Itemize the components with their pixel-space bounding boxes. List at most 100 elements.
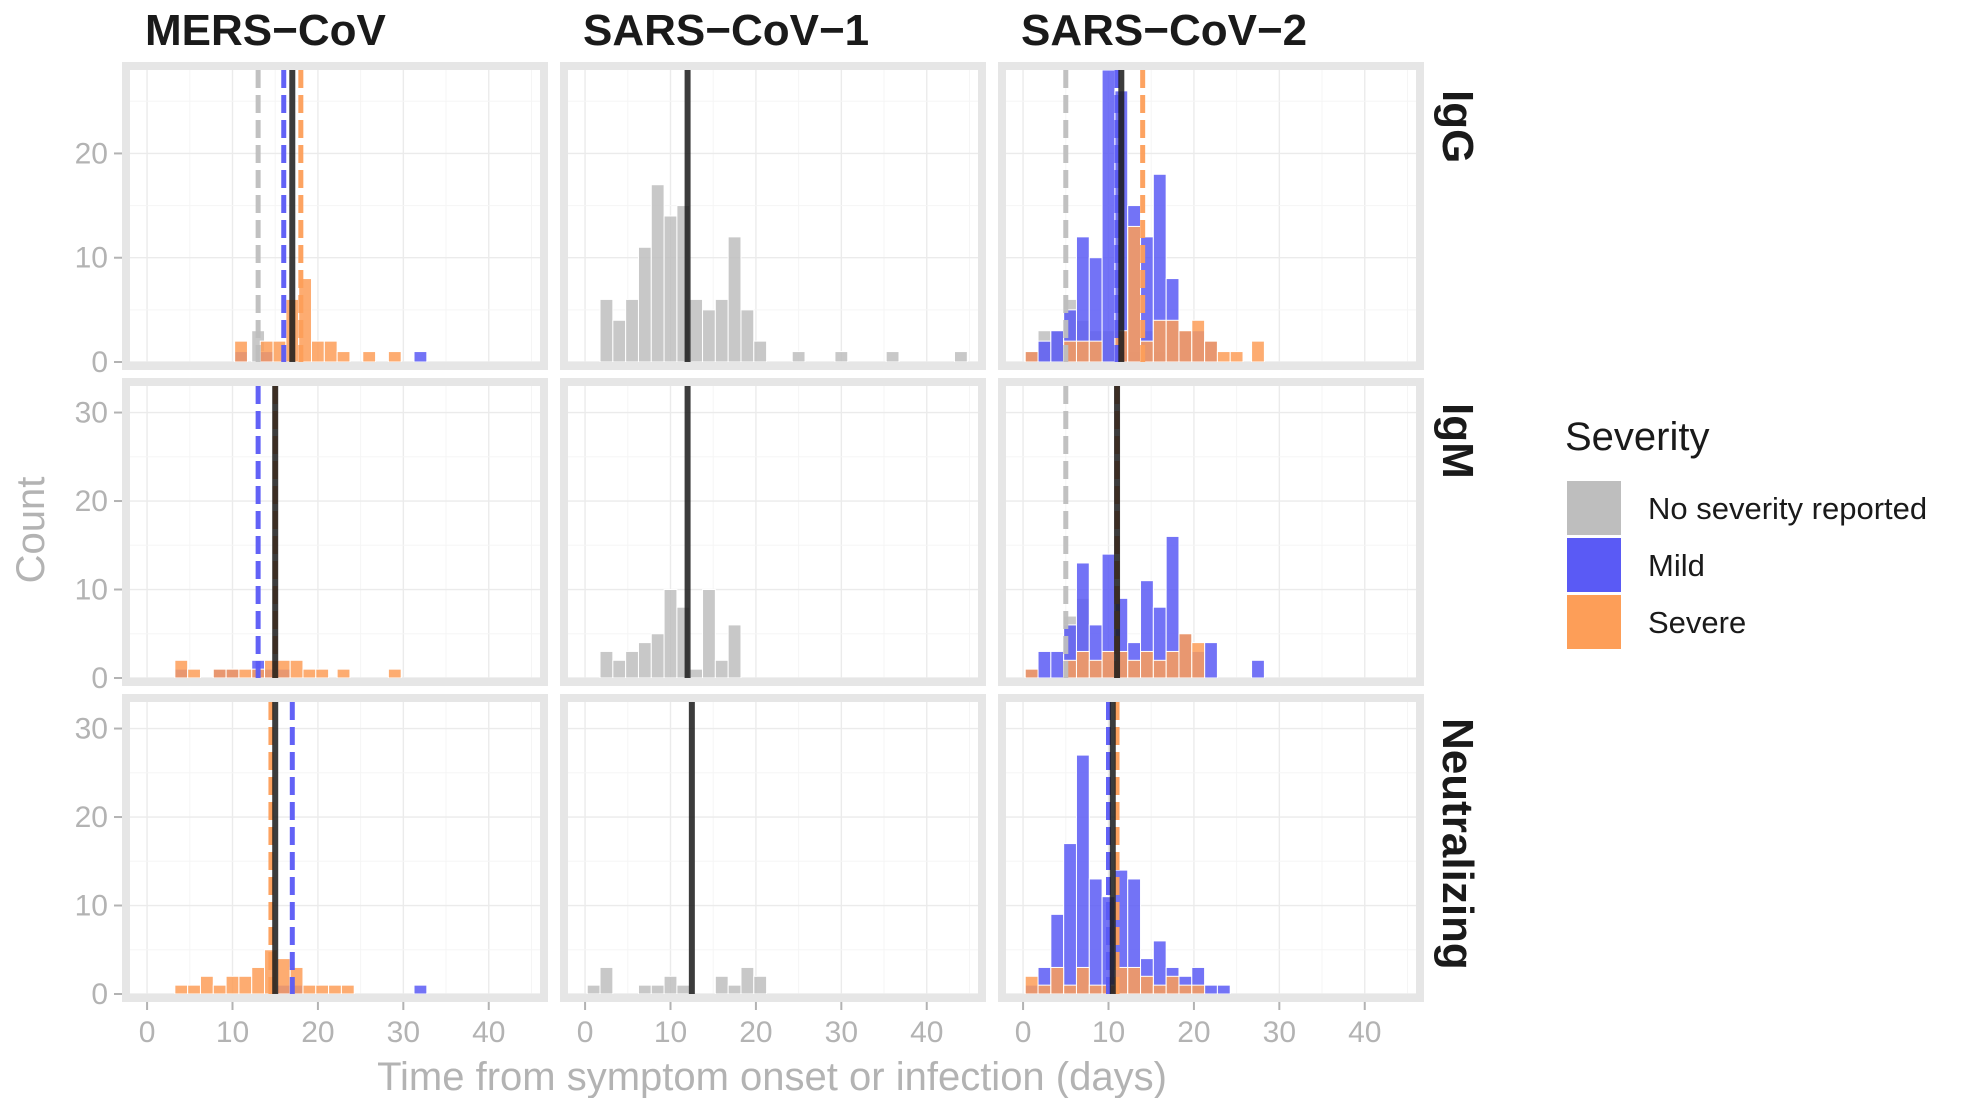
bar-severe bbox=[1191, 319, 1206, 363]
bar-severe bbox=[187, 984, 201, 995]
bar-severe bbox=[1140, 650, 1154, 679]
y-tick-label: 30 bbox=[75, 713, 108, 746]
column-titles: MERS−CoV SARS−CoV−1 SARS−CoV−2 bbox=[145, 6, 1307, 55]
bar-none bbox=[727, 236, 742, 363]
bar-none bbox=[637, 984, 652, 995]
legend: Severity No severity reported Mild Severe bbox=[1565, 415, 1927, 651]
bar-none bbox=[612, 659, 627, 679]
row-title-igm: IgM bbox=[1433, 403, 1482, 479]
bar-severe bbox=[1178, 633, 1193, 679]
bar-severe bbox=[1152, 659, 1167, 679]
legend-label-severe: Severe bbox=[1648, 605, 1746, 640]
bar-none bbox=[663, 589, 678, 679]
bar-mild bbox=[1216, 984, 1231, 995]
x-tick-label: 40 bbox=[910, 1016, 943, 1049]
row-titles: IgG IgM Neutralizing bbox=[1433, 90, 1482, 970]
bar-severe bbox=[336, 351, 351, 363]
x-tick-label: 20 bbox=[1177, 1016, 1210, 1049]
panel-r1-c2 bbox=[998, 378, 1424, 686]
bar-severe bbox=[336, 668, 351, 679]
panel-border bbox=[998, 378, 1424, 686]
y-tick-label: 20 bbox=[75, 137, 108, 170]
bar-severe bbox=[1251, 340, 1265, 363]
facet-panels: 0 10 20 0 10 20 30 0 10 20 30 bbox=[75, 62, 1424, 1011]
panel-border bbox=[122, 378, 548, 686]
bar-severe bbox=[311, 340, 325, 363]
legend-label-mild: Mild bbox=[1648, 548, 1705, 583]
y-tick-label: 0 bbox=[91, 662, 108, 695]
panel-background bbox=[130, 386, 540, 678]
bar-mild bbox=[1037, 340, 1052, 363]
bar-none bbox=[625, 298, 639, 363]
panel-border bbox=[122, 694, 548, 1002]
bar-mild bbox=[1037, 650, 1052, 679]
bar-severe bbox=[187, 668, 201, 679]
x-tick-label: 10 bbox=[216, 1016, 249, 1049]
bar-severe bbox=[1037, 984, 1052, 995]
y-tick-label: 0 bbox=[91, 978, 108, 1011]
bar-severe bbox=[1165, 975, 1180, 995]
bar-severe bbox=[289, 659, 304, 679]
bar-mild bbox=[1050, 330, 1065, 363]
x-tick-label: 10 bbox=[1092, 1016, 1125, 1049]
bar-severe bbox=[1204, 340, 1218, 363]
x-tick-label: 40 bbox=[1348, 1016, 1381, 1049]
bar-none bbox=[637, 246, 652, 363]
panel-border bbox=[560, 694, 986, 1002]
bar-mild bbox=[1101, 69, 1116, 363]
panel-background bbox=[130, 702, 540, 994]
bar-severe bbox=[238, 975, 253, 995]
bar-none bbox=[740, 309, 755, 363]
bar-mild bbox=[1251, 659, 1265, 679]
bar-severe bbox=[1024, 975, 1039, 995]
bar-none bbox=[885, 351, 900, 363]
bar-none bbox=[753, 340, 768, 363]
bar-severe bbox=[340, 984, 355, 995]
bar-severe bbox=[174, 984, 189, 995]
bar-severe bbox=[315, 984, 330, 995]
x-tick-label: 30 bbox=[825, 1016, 858, 1049]
panel-r2-c2 bbox=[998, 694, 1424, 1002]
bar-severe bbox=[1075, 966, 1090, 995]
legend-swatch-none bbox=[1565, 479, 1623, 537]
bar-severe bbox=[234, 340, 248, 363]
bar-severe bbox=[387, 668, 402, 679]
y-tick-label: 30 bbox=[75, 397, 108, 430]
bar-severe bbox=[212, 984, 227, 995]
bar-severe bbox=[328, 984, 342, 995]
bar-severe bbox=[1088, 340, 1103, 363]
bar-severe bbox=[315, 668, 330, 679]
bar-severe bbox=[1075, 650, 1090, 679]
panel-r0-c1 bbox=[560, 62, 986, 370]
panel-r1-c1 bbox=[560, 378, 986, 686]
bar-severe bbox=[1165, 650, 1180, 679]
legend-items: No severity reported Mild Severe bbox=[1565, 479, 1927, 651]
bar-none bbox=[637, 642, 652, 679]
x-tick-label: 0 bbox=[139, 1016, 156, 1049]
bar-severe bbox=[1140, 975, 1154, 995]
x-tick-label: 0 bbox=[577, 1016, 594, 1049]
panel-r1-c0: 0 10 20 30 bbox=[75, 378, 548, 695]
y-tick-label: 10 bbox=[75, 574, 108, 607]
bar-severe bbox=[1063, 984, 1077, 995]
bar-severe bbox=[1075, 340, 1090, 363]
panel-border bbox=[998, 62, 1424, 370]
row-title-igg: IgG bbox=[1433, 90, 1482, 163]
legend-swatch-mild bbox=[1565, 536, 1623, 594]
bar-severe bbox=[323, 340, 338, 363]
bar-severe bbox=[1024, 351, 1039, 363]
bar-mild bbox=[1075, 754, 1090, 995]
bar-none bbox=[791, 351, 806, 363]
x-tick-label: 20 bbox=[301, 1016, 334, 1049]
bar-none bbox=[727, 984, 742, 995]
bar-severe bbox=[1127, 966, 1142, 995]
bar-severe bbox=[1152, 984, 1167, 995]
bar-severe bbox=[276, 659, 291, 679]
bar-severe bbox=[1050, 966, 1065, 995]
bar-mild bbox=[413, 984, 428, 995]
bar-none bbox=[727, 624, 742, 679]
bar-severe bbox=[251, 966, 266, 995]
panel-r0-c2 bbox=[998, 62, 1424, 370]
bar-mild bbox=[413, 351, 428, 363]
bar-none bbox=[663, 215, 678, 363]
